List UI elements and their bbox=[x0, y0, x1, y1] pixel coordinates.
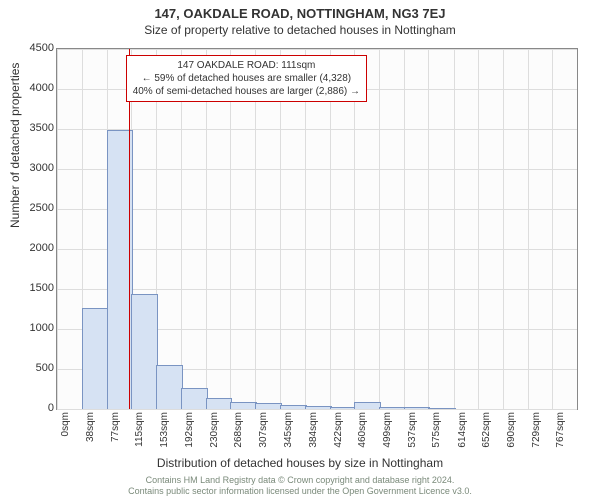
histogram-bar bbox=[280, 405, 307, 409]
histogram-bar bbox=[330, 407, 357, 409]
gridline-horizontal bbox=[57, 409, 577, 410]
histogram-bar bbox=[82, 308, 109, 409]
gridline-vertical bbox=[181, 49, 182, 409]
x-tick-label: 77sqm bbox=[110, 412, 121, 442]
x-tick-label: 38sqm bbox=[85, 412, 96, 442]
histogram-bar bbox=[305, 406, 332, 409]
attribution-footer: Contains HM Land Registry data © Crown c… bbox=[0, 475, 600, 497]
gridline-vertical bbox=[57, 49, 58, 409]
histogram-bar bbox=[379, 407, 406, 409]
property-marker-line bbox=[129, 49, 130, 409]
page-title: 147, OAKDALE ROAD, NOTTINGHAM, NG3 7EJ bbox=[0, 0, 600, 21]
gridline-vertical bbox=[206, 49, 207, 409]
x-tick-label: 230sqm bbox=[209, 412, 220, 448]
gridline-vertical bbox=[404, 49, 405, 409]
x-tick-label: 537sqm bbox=[407, 412, 418, 448]
y-tick-label: 3000 bbox=[14, 162, 54, 174]
gridline-vertical bbox=[280, 49, 281, 409]
y-tick-label: 0 bbox=[14, 402, 54, 414]
histogram-bar bbox=[206, 398, 233, 409]
gridline-vertical bbox=[552, 49, 553, 409]
x-tick-label: 652sqm bbox=[481, 412, 492, 448]
annotation-line1: 147 OAKDALE ROAD: 111sqm bbox=[133, 59, 360, 72]
histogram-bar bbox=[131, 294, 158, 409]
x-tick-label: 460sqm bbox=[357, 412, 368, 448]
gridline-horizontal bbox=[57, 209, 577, 210]
x-tick-label: 0sqm bbox=[60, 412, 71, 436]
y-tick-label: 2000 bbox=[14, 242, 54, 254]
x-tick-label: 307sqm bbox=[258, 412, 269, 448]
gridline-vertical bbox=[428, 49, 429, 409]
histogram-bar bbox=[181, 388, 208, 409]
gridline-vertical bbox=[379, 49, 380, 409]
chart-plot-area: 147 OAKDALE ROAD: 111sqm← 59% of detache… bbox=[56, 48, 578, 410]
gridline-vertical bbox=[305, 49, 306, 409]
x-tick-label: 422sqm bbox=[333, 412, 344, 448]
gridline-horizontal bbox=[57, 249, 577, 250]
y-tick-label: 500 bbox=[14, 362, 54, 374]
histogram-bar bbox=[428, 408, 455, 409]
histogram-bar bbox=[255, 403, 282, 409]
y-tick-label: 1000 bbox=[14, 322, 54, 334]
gridline-vertical bbox=[478, 49, 479, 409]
gridline-vertical bbox=[255, 49, 256, 409]
annotation-line2: ← 59% of detached houses are smaller (4,… bbox=[133, 72, 360, 85]
gridline-horizontal bbox=[57, 49, 577, 50]
y-tick-label: 3500 bbox=[14, 122, 54, 134]
gridline-vertical bbox=[354, 49, 355, 409]
gridline-vertical bbox=[503, 49, 504, 409]
gridline-horizontal bbox=[57, 169, 577, 170]
x-tick-label: 767sqm bbox=[555, 412, 566, 448]
x-tick-label: 690sqm bbox=[506, 412, 517, 448]
y-tick-label: 4500 bbox=[14, 42, 54, 54]
x-tick-label: 153sqm bbox=[159, 412, 170, 448]
histogram-bar bbox=[354, 402, 381, 409]
x-tick-label: 575sqm bbox=[431, 412, 442, 448]
gridline-vertical bbox=[330, 49, 331, 409]
x-tick-label: 384sqm bbox=[308, 412, 319, 448]
histogram-bar bbox=[404, 407, 431, 409]
annotation-line3: 40% of semi-detached houses are larger (… bbox=[133, 85, 360, 98]
histogram-bar bbox=[156, 365, 183, 409]
gridline-vertical bbox=[454, 49, 455, 409]
y-tick-label: 4000 bbox=[14, 82, 54, 94]
page-subtitle: Size of property relative to detached ho… bbox=[0, 21, 600, 37]
x-tick-label: 115sqm bbox=[134, 412, 145, 447]
x-tick-label: 268sqm bbox=[233, 412, 244, 448]
annotation-box: 147 OAKDALE ROAD: 111sqm← 59% of detache… bbox=[126, 55, 367, 102]
x-tick-label: 729sqm bbox=[531, 412, 542, 448]
footer-line-2: Contains public sector information licen… bbox=[0, 486, 600, 497]
x-axis-label: Distribution of detached houses by size … bbox=[0, 456, 600, 470]
x-tick-label: 499sqm bbox=[382, 412, 393, 448]
x-tick-label: 345sqm bbox=[283, 412, 294, 448]
gridline-horizontal bbox=[57, 289, 577, 290]
x-tick-label: 614sqm bbox=[457, 412, 468, 448]
y-tick-label: 1500 bbox=[14, 282, 54, 294]
footer-line-1: Contains HM Land Registry data © Crown c… bbox=[0, 475, 600, 486]
gridline-horizontal bbox=[57, 129, 577, 130]
y-tick-label: 2500 bbox=[14, 202, 54, 214]
gridline-vertical bbox=[528, 49, 529, 409]
histogram-bar bbox=[230, 402, 257, 409]
x-tick-label: 192sqm bbox=[184, 412, 195, 448]
gridline-vertical bbox=[230, 49, 231, 409]
